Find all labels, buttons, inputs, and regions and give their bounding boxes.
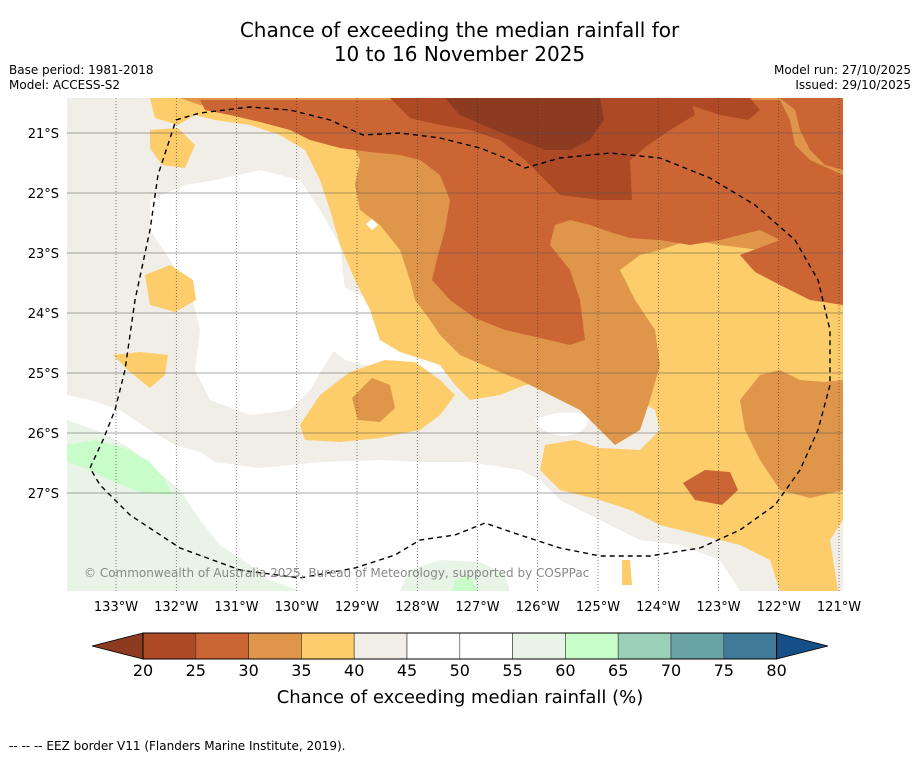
legend-swatch bbox=[406, 632, 461, 660]
legend-tick: 45 bbox=[397, 661, 417, 680]
region-35-40-blob-a bbox=[145, 265, 196, 312]
lon-label: 122°W bbox=[757, 600, 801, 615]
legend-extend-high bbox=[776, 632, 829, 660]
lat-label: 26°S bbox=[28, 427, 59, 442]
legend-swatch bbox=[353, 632, 408, 660]
lon-label: 125°W bbox=[576, 600, 620, 615]
lon-label: 133°W bbox=[94, 600, 138, 615]
legend-tick: 30 bbox=[238, 661, 258, 680]
legend-swatch bbox=[512, 632, 566, 660]
region-45-50-hole bbox=[535, 412, 589, 436]
legend-tick: 55 bbox=[502, 661, 522, 680]
legend-tick-labels: 20 25 30 35 40 45 50 55 60 65 70 75 80 bbox=[133, 661, 787, 680]
region-20-25-east bbox=[620, 98, 760, 120]
legend-extend-low bbox=[91, 632, 144, 660]
legend-swatch bbox=[670, 632, 725, 660]
meta-left: Base period: 1981-2018 Model: ACCESS-S2 bbox=[9, 63, 154, 93]
lon-label: 131°W bbox=[214, 600, 258, 615]
region-35-40-blob-c bbox=[150, 128, 195, 168]
legend-tick: 20 bbox=[133, 661, 153, 680]
legend-tick: 60 bbox=[555, 661, 575, 680]
title-line-1: Chance of exceeding the median rainfall … bbox=[239, 18, 680, 42]
title-line-2: 10 to 16 November 2025 bbox=[333, 42, 586, 66]
latitude-gridlines bbox=[67, 132, 843, 494]
copyright-text: © Commonwealth of Australia 2025, Bureau… bbox=[84, 566, 589, 580]
legend-tick: 25 bbox=[186, 661, 206, 680]
issued-date: Issued: 29/10/2025 bbox=[795, 78, 911, 92]
legend-swatch bbox=[248, 632, 302, 660]
lon-label: 121°W bbox=[817, 600, 861, 615]
region-55-60-south bbox=[400, 560, 510, 591]
region-25-30-south bbox=[683, 470, 738, 505]
lat-label: 22°S bbox=[28, 187, 59, 202]
map-title: Chance of exceeding the median rainfall … bbox=[0, 18, 919, 66]
lat-label: 24°S bbox=[28, 307, 59, 322]
legend-label: Chance of exceeding median rainfall (%) bbox=[277, 687, 644, 708]
lat-label: 25°S bbox=[28, 367, 59, 382]
legend-tick: 70 bbox=[661, 661, 681, 680]
region-35-40-sliver bbox=[622, 560, 632, 585]
map-field bbox=[67, 98, 843, 591]
legend-swatch bbox=[723, 632, 777, 660]
region-45-50-west bbox=[150, 170, 345, 415]
region-60-65-south bbox=[452, 575, 478, 591]
lon-label: 132°W bbox=[154, 600, 198, 615]
eez-footnote: -- -- -- EEZ border V11 (Flanders Marine… bbox=[9, 739, 346, 753]
longitude-labels: 133°W 132°W 131°W 130°W 129°W 128°W 127°W 126°W… bbox=[94, 600, 861, 615]
lon-label: 123°W bbox=[696, 600, 740, 615]
lon-label: 127°W bbox=[455, 600, 499, 615]
legend-swatch bbox=[459, 632, 513, 660]
legend-swatch bbox=[195, 632, 249, 660]
legend-tick: 40 bbox=[344, 661, 364, 680]
region-lt-20 bbox=[445, 98, 604, 150]
legend-swatch bbox=[301, 632, 355, 660]
legend-tick: 80 bbox=[766, 661, 786, 680]
region-25-30-main bbox=[200, 100, 843, 345]
lon-label: 129°W bbox=[335, 600, 379, 615]
legend-tick: 75 bbox=[714, 661, 734, 680]
region-45-50-speck bbox=[366, 219, 378, 230]
lon-label: 128°W bbox=[395, 600, 439, 615]
model-name: Model: ACCESS-S2 bbox=[9, 78, 121, 92]
legend-outline bbox=[142, 632, 778, 660]
legend-tick: 35 bbox=[291, 661, 311, 680]
lat-label: 21°S bbox=[28, 127, 59, 142]
lon-label: 124°W bbox=[636, 600, 680, 615]
lon-label: 130°W bbox=[275, 600, 319, 615]
legend-swatch bbox=[565, 632, 619, 660]
region-60-65 bbox=[67, 440, 172, 495]
lon-label: 126°W bbox=[516, 600, 560, 615]
meta-right: Model run: 27/10/2025 Issued: 29/10/2025 bbox=[774, 63, 911, 93]
lat-label: 23°S bbox=[28, 247, 59, 262]
region-25-30-east bbox=[740, 238, 843, 305]
legend-tick: 50 bbox=[450, 661, 470, 680]
legend-swatch bbox=[142, 632, 197, 660]
legend-colorbar bbox=[91, 632, 829, 660]
lat-label: 27°S bbox=[28, 487, 59, 502]
base-period: Base period: 1981-2018 bbox=[9, 63, 154, 77]
region-35-40-blob-b bbox=[113, 352, 168, 388]
latitude-labels: 21°S 22°S 23°S 24°S 25°S 26°S 27°S bbox=[28, 127, 59, 502]
longitude-gridlines bbox=[115, 98, 840, 591]
eez-border-line bbox=[89, 106, 831, 579]
model-run: Model run: 27/10/2025 bbox=[773, 63, 911, 77]
legend-swatch bbox=[617, 632, 672, 660]
region-30-35-blob bbox=[352, 378, 395, 422]
legend-tick: 65 bbox=[608, 661, 628, 680]
